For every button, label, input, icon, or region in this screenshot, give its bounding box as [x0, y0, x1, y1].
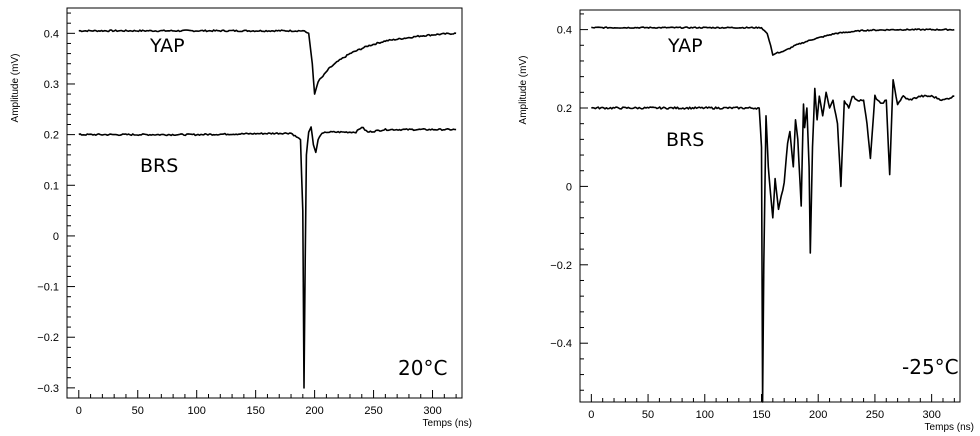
x-tick-label: 100 — [188, 405, 206, 417]
temperature-annotation: -25°C — [902, 355, 959, 379]
x-tick-label: 100 — [696, 409, 714, 421]
x-tick-label: 250 — [866, 409, 884, 421]
y-tick-label: −0.3 — [37, 383, 59, 395]
chart-panel-minus25c: 0 50 100 150 200 250 300 −0.4 −0.2 0 0.2 0.4 Temps (… — [490, 0, 980, 436]
chart-svg-20c: 0 50 100 150 200 250 300 −0.3 −0.2 −0.1 0 0.1 0.2 0.3… — [10, 7, 472, 429]
plot-frame — [579, 9, 961, 403]
y-tick-label: −0.4 — [550, 338, 572, 350]
x-tick-label: 0 — [588, 409, 594, 421]
x-tick-label: 250 — [364, 405, 382, 417]
series-line-brs — [591, 79, 955, 403]
x-tick-label: 200 — [809, 409, 827, 421]
series-label-brs: BRS — [140, 155, 178, 177]
y-axis-title: Amplitude (mV) — [10, 54, 21, 123]
series-line-yap — [78, 29, 457, 95]
y-tick-label: −0.1 — [37, 282, 59, 294]
series-line-brs — [78, 126, 457, 389]
y-tick-label: 0.1 — [44, 180, 59, 192]
x-tick-label: 150 — [752, 409, 770, 421]
series-label-yap: YAP — [149, 35, 185, 57]
x-axis-title: Temps (ns) — [423, 418, 472, 429]
series-label-brs: BRS — [666, 129, 704, 151]
y-axis-title: Amplitude (mV) — [518, 56, 529, 125]
x-tick-label: 0 — [76, 405, 82, 417]
x-tick-label: 200 — [305, 405, 323, 417]
y-tick-label: 0 — [53, 231, 59, 243]
temperature-annotation: 20°C — [398, 356, 447, 380]
y-tick-label: −0.2 — [37, 332, 59, 344]
y-tick-label: 0.3 — [44, 79, 59, 91]
y-tick-label: 0 — [566, 181, 572, 193]
series-label-yap: YAP — [667, 35, 703, 57]
y-tick-label: −0.2 — [550, 260, 572, 272]
y-tick-label: 0.2 — [557, 103, 572, 115]
plot-frame — [66, 7, 463, 399]
x-tick-label: 50 — [132, 405, 144, 417]
y-tick-label: 0.2 — [44, 130, 59, 142]
x-tick-label: 150 — [246, 405, 264, 417]
y-tick-label: 0.4 — [44, 28, 59, 40]
x-tick-label: 300 — [922, 409, 940, 421]
y-tick-label: 0.4 — [557, 25, 572, 37]
x-tick-label: 50 — [642, 409, 654, 421]
x-axis-title: Temps (ns) — [925, 422, 974, 433]
x-tick-label: 300 — [423, 405, 441, 417]
chart-panel-20c: 0 50 100 150 200 250 300 −0.3 −0.2 −0.1 0 0.1 0.2 0.3… — [10, 7, 472, 429]
chart-svg-minus25c: 0 50 100 150 200 250 300 −0.4 −0.2 0 0.2 0.4 Temps (… — [518, 9, 974, 433]
series-line-yap — [591, 26, 955, 56]
